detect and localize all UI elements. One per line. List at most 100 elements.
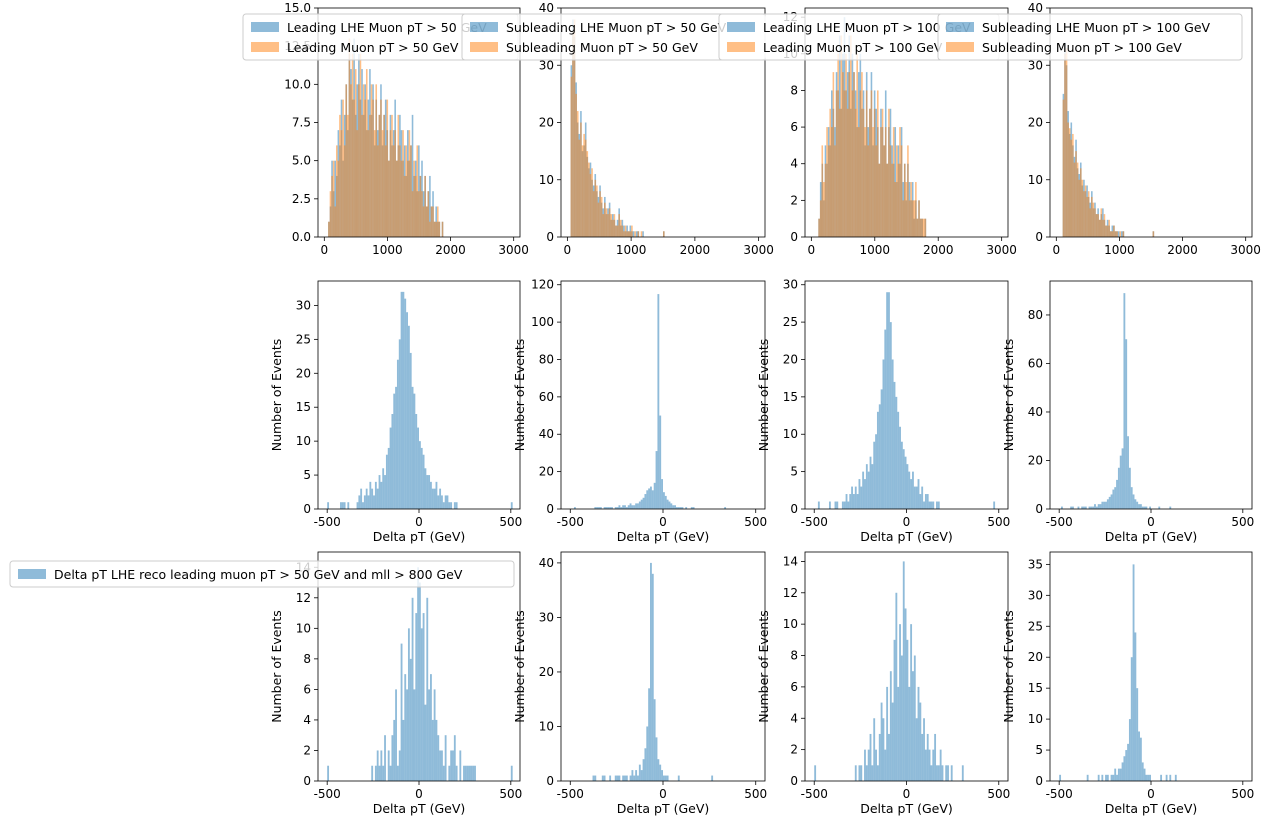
bar-s1-b69 <box>939 749 942 781</box>
bar-s1-b41 <box>400 291 403 509</box>
bar-s2-b38 <box>629 231 632 237</box>
bar-s1-b44 <box>406 689 408 781</box>
bar-s1-b24 <box>1101 774 1104 781</box>
x-tick-label: 3000 <box>498 243 529 257</box>
bar-s1-b32 <box>871 765 874 781</box>
bar-s2-b58 <box>908 200 911 237</box>
bar-s1-b40 <box>886 686 889 781</box>
bars <box>327 567 513 781</box>
bar-s1-b40 <box>632 231 635 237</box>
y-tick-label: 15.0 <box>284 1 311 15</box>
bar-s1-b59 <box>921 733 924 781</box>
bar-s1-b18 <box>1092 506 1095 509</box>
y-tick-label: 2 <box>790 193 798 207</box>
bar-s2-b63 <box>425 206 428 237</box>
bar-s1-b35 <box>655 737 658 781</box>
bar-s2-b23 <box>1097 214 1099 237</box>
bar-s1-b48 <box>1145 774 1148 781</box>
bar-s2-b45 <box>888 108 890 237</box>
legend-swatch <box>946 42 974 52</box>
bar-s1-b29 <box>378 475 381 509</box>
y-tick-label: 10 <box>783 427 798 441</box>
bar-s1-b52 <box>668 501 671 509</box>
bar-s1-b35 <box>876 765 879 781</box>
bar-s1-b28 <box>642 759 645 781</box>
bar-s1-b48 <box>904 456 907 509</box>
bar-s1-b38 <box>1128 467 1131 509</box>
bar-s2-b37 <box>875 145 878 237</box>
bar-s2-b38 <box>877 90 879 237</box>
bar-s2-b28 <box>613 214 616 237</box>
bar-s2-b11 <box>343 145 346 237</box>
bar-s1-b49 <box>415 613 418 781</box>
legend-4: Subleading LHE Muon pT > 100 GeV Subleadi… <box>937 13 1243 61</box>
bar-s1-b65 <box>936 501 938 509</box>
bar-s1-b34 <box>878 404 881 509</box>
bar-s1-b45 <box>899 426 901 509</box>
x-tick-label: 0 <box>320 243 328 257</box>
bar-s1-b29 <box>625 507 628 509</box>
bar-s1-b14 <box>598 507 600 509</box>
x-tick-label: 500 <box>1231 515 1254 529</box>
bar-s1-b64 <box>690 507 693 509</box>
bar-s1-b22 <box>1097 774 1100 781</box>
bar-s2-b62 <box>915 182 917 237</box>
bar-s1-b37 <box>393 393 396 509</box>
y-axis-label: Number of Events <box>512 610 527 723</box>
bar-s2-b26 <box>610 214 612 237</box>
bar-s2-b64 <box>427 191 430 237</box>
y-tick-label: 12 <box>296 591 311 605</box>
bar-s1-b36 <box>657 759 660 781</box>
bar-s2-b12 <box>1079 168 1082 237</box>
bar-s1-b37 <box>880 702 883 781</box>
bar-s2-b40 <box>880 127 882 237</box>
bar-s2-b30 <box>616 225 619 237</box>
bar-s1-b43 <box>891 702 894 781</box>
bar-s2-b49 <box>403 175 406 237</box>
bar-s1-b42 <box>1134 632 1137 781</box>
bar-s2-b18 <box>597 202 600 237</box>
y-tick-label: 35 <box>1028 557 1043 571</box>
bar-s2-b24 <box>854 108 857 237</box>
bar-s1-b26 <box>1105 774 1107 781</box>
bar-s1-b70 <box>453 735 456 781</box>
bar-s1-b42 <box>650 486 652 509</box>
bar-s2-b13 <box>347 114 349 237</box>
y-axis-label: Number of Events <box>269 610 284 723</box>
bar-s2-b23 <box>362 84 365 237</box>
bar-s2-b24 <box>364 99 366 237</box>
bars <box>327 291 513 509</box>
bar-s1-b55 <box>917 479 920 509</box>
bar-s1-b46 <box>1143 506 1146 509</box>
bar-s2-b43 <box>637 231 640 237</box>
bar-s2-b23 <box>605 208 608 237</box>
bar-s2-b29 <box>1106 225 1109 237</box>
bar-s1-b62 <box>930 501 933 509</box>
bar-s1-b30 <box>380 750 383 781</box>
bar-s1-b21 <box>629 775 632 781</box>
legend-swatch <box>946 22 974 32</box>
bar-s2-b51 <box>897 163 900 237</box>
bar-s1-b10 <box>609 775 612 781</box>
bar-s2-b18 <box>845 53 847 237</box>
bar-s1-b30 <box>627 505 630 509</box>
x-tick-label: -500 <box>557 515 584 529</box>
bar-s1-b53 <box>422 613 425 781</box>
bar-s2-b43 <box>394 130 396 237</box>
bar-s2-b12 <box>588 162 590 237</box>
bar-s1-b62 <box>439 488 442 509</box>
bar-s2-b57 <box>416 145 419 237</box>
bar-s1-b69 <box>452 750 454 781</box>
bar-s1-b16 <box>1088 506 1091 509</box>
bar-s2-b36 <box>626 231 628 237</box>
bar-s1-b53 <box>910 624 913 781</box>
bar-s1-b1 <box>1061 506 1063 509</box>
bar-s1-b44 <box>1139 504 1142 509</box>
bar-s2-b60 <box>911 200 914 237</box>
bar-s1-b24 <box>369 481 372 509</box>
bar-s1-b6 <box>1070 506 1073 509</box>
x-axis-label: Delta pT (GeV) <box>373 801 466 816</box>
bar-s1-b39 <box>644 494 647 509</box>
bar-s2-b20 <box>358 84 360 237</box>
